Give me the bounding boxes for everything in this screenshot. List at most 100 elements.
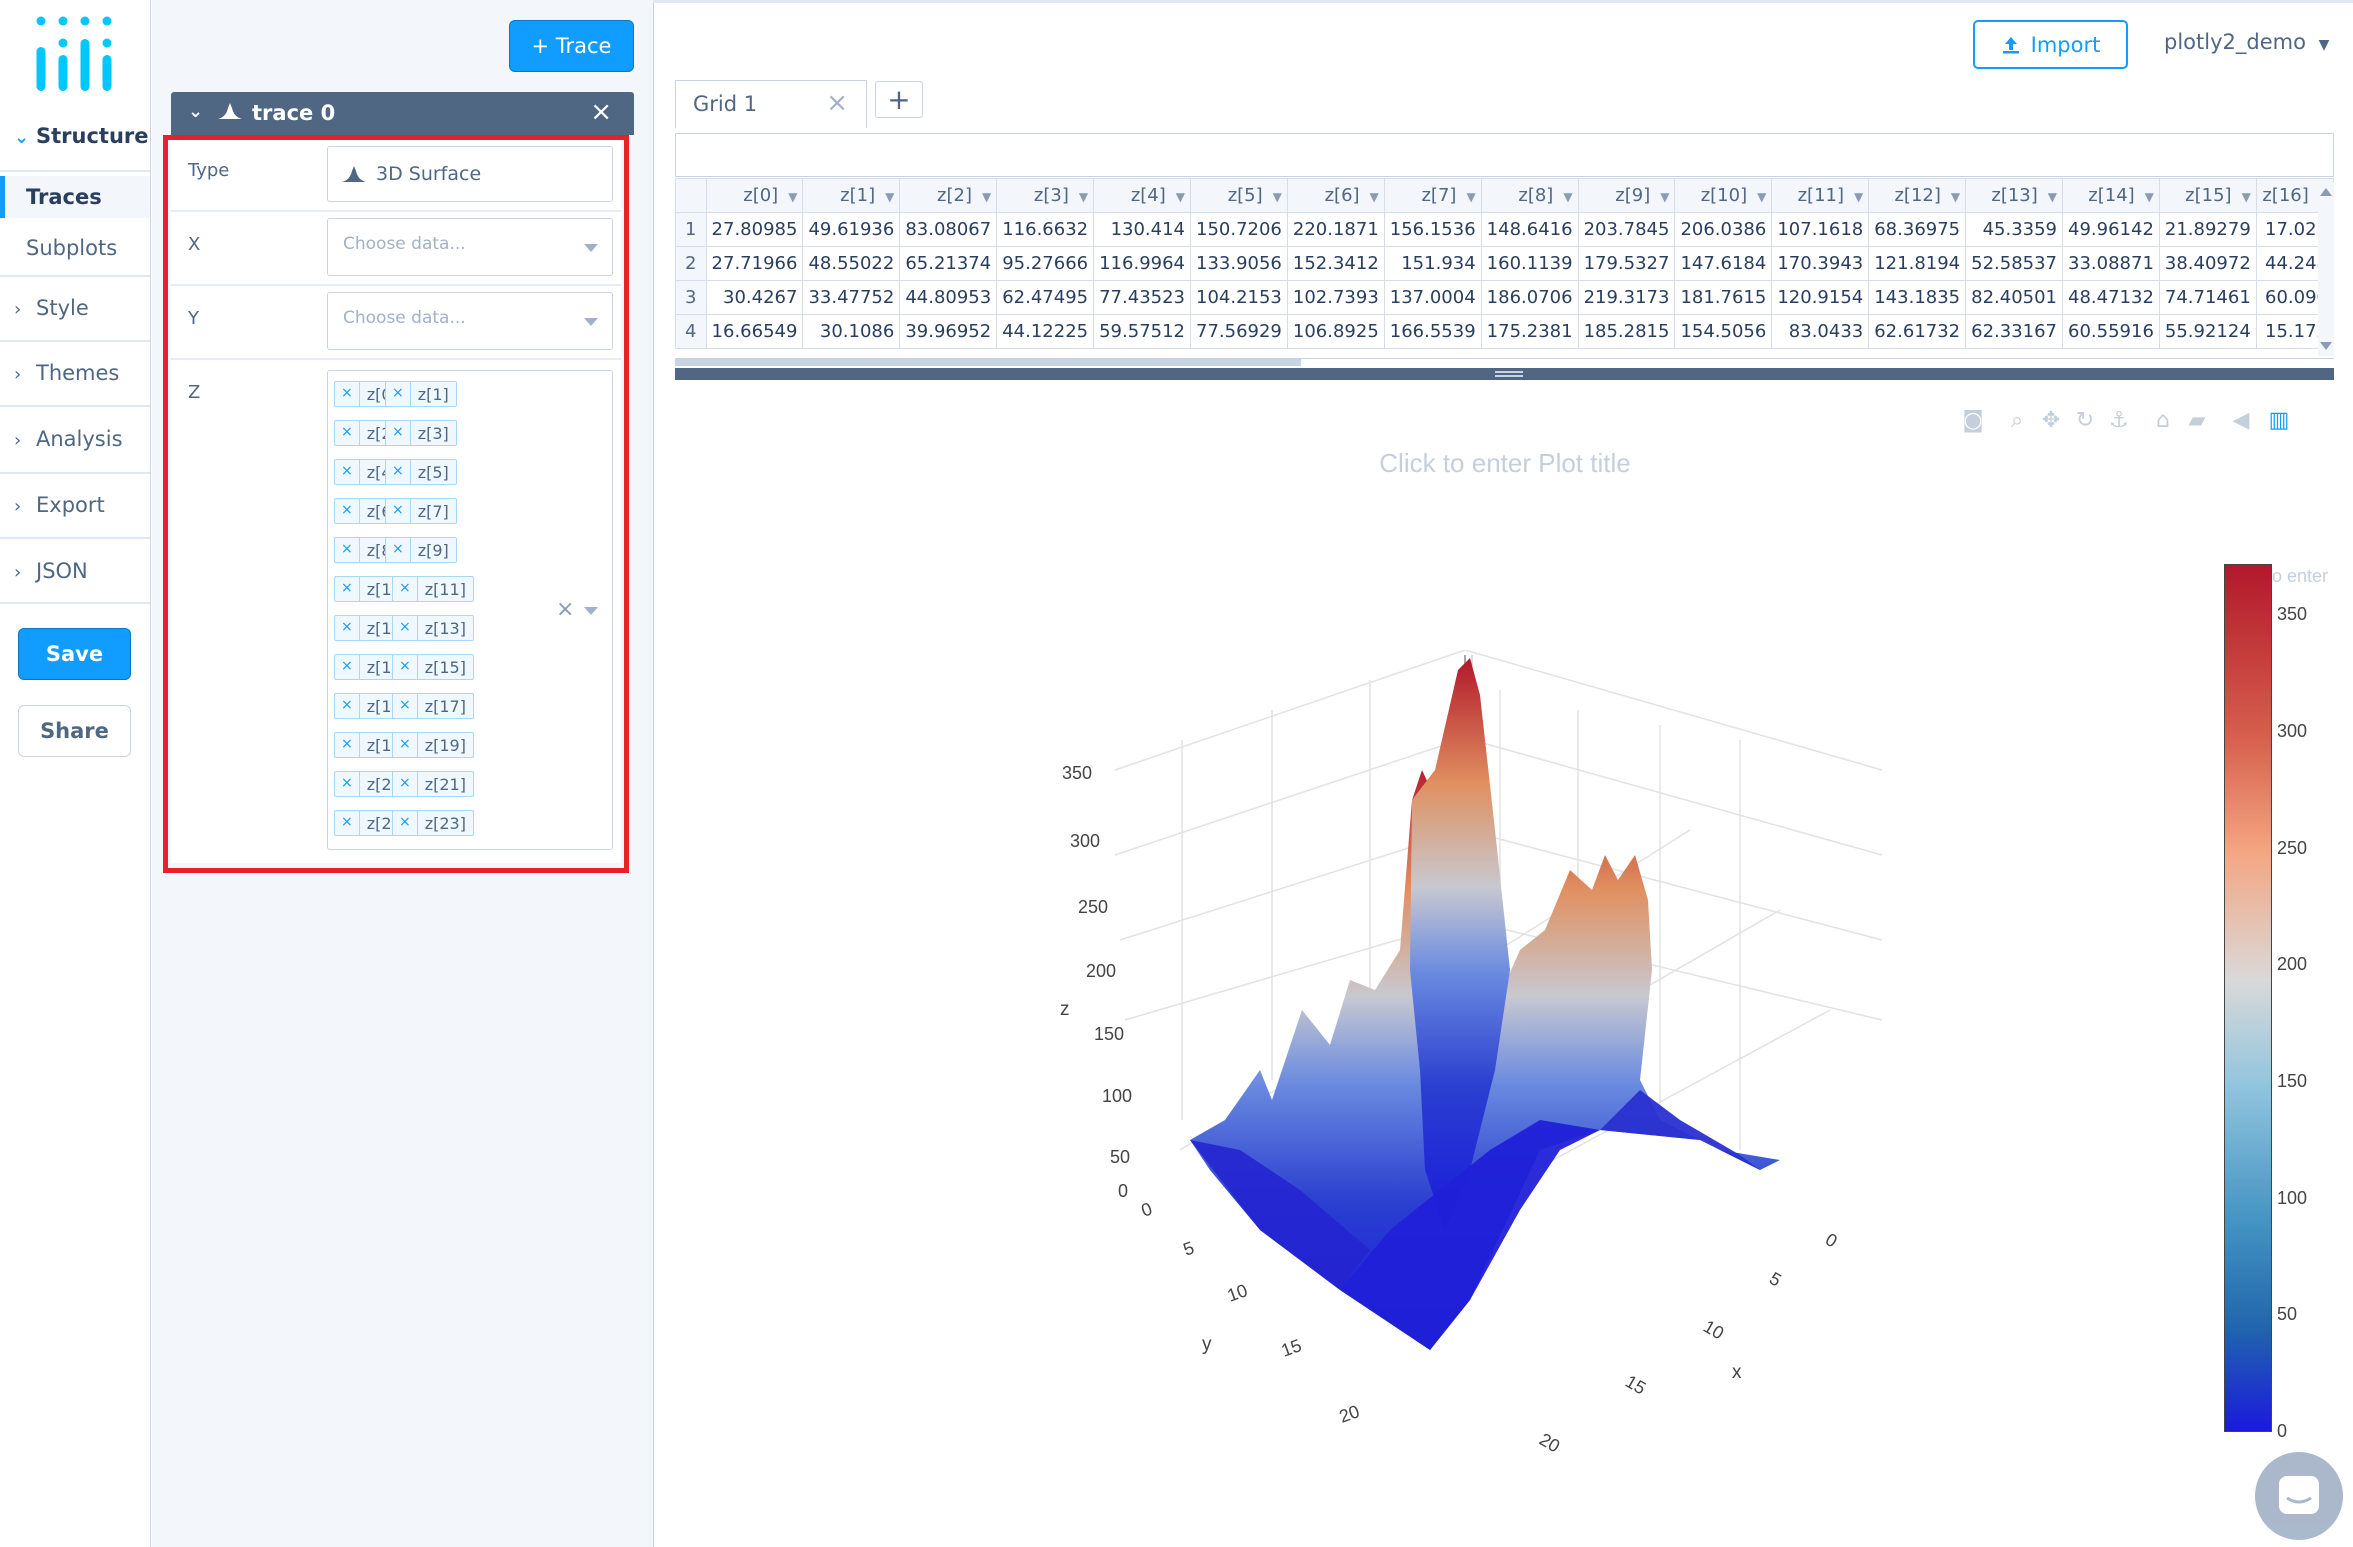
table-cell[interactable]: 68.36975 <box>1868 212 1967 247</box>
table-cell[interactable]: 154.5056 <box>1674 314 1773 349</box>
grid-horizontal-scrollbar[interactable] <box>675 358 1301 366</box>
user-menu[interactable]: plotly2_demo ▼ <box>2164 30 2329 54</box>
column-menu-icon[interactable]: ▼ <box>2241 190 2251 204</box>
column-header[interactable]: z[5] ▼ <box>1190 178 1288 213</box>
column-header[interactable]: z[10] ▼ <box>1674 178 1773 213</box>
type-dropdown[interactable]: 3D Surface <box>327 146 613 202</box>
orbit-rotation-icon[interactable]: ↻ <box>2075 408 2095 433</box>
remove-chip-icon[interactable]: × <box>393 811 418 835</box>
remove-chip-icon[interactable]: × <box>386 382 411 406</box>
table-cell[interactable]: 83.08067 <box>899 212 998 247</box>
table-cell[interactable]: 82.40501 <box>1965 280 2064 315</box>
home-icon[interactable]: ⌂ <box>2156 408 2170 433</box>
table-cell[interactable]: 60.55916 <box>2062 314 2160 349</box>
table-cell[interactable]: 219.3173 <box>1577 280 1676 315</box>
grid-plot-splitter[interactable] <box>675 368 2334 380</box>
table-cell[interactable]: 166.5539 <box>1383 314 1482 349</box>
table-cell[interactable]: 49.96142 <box>2062 212 2160 247</box>
z-column-chip[interactable]: × z[1] <box>385 381 457 407</box>
column-header[interactable]: z[15] ▼ <box>2158 178 2257 213</box>
column-menu-icon[interactable]: ▼ <box>1950 190 1961 204</box>
table-cell[interactable]: 107.1618 <box>1771 212 1870 247</box>
nav-json[interactable]: › JSON <box>14 559 88 583</box>
remove-chip-icon[interactable]: × <box>335 694 360 718</box>
remove-chip-icon[interactable]: × <box>335 421 360 445</box>
table-cell[interactable]: 77.43523 <box>1093 280 1191 315</box>
table-cell[interactable]: 104.2153 <box>1190 280 1288 315</box>
column-header[interactable]: z[7] ▼ <box>1383 178 1482 213</box>
table-cell[interactable]: 151.934 <box>1383 246 1482 281</box>
column-menu-icon[interactable]: ▼ <box>2047 190 2058 204</box>
column-header[interactable]: z[4] ▼ <box>1093 178 1191 213</box>
remove-chip-icon[interactable]: × <box>393 616 418 640</box>
zoom-icon[interactable]: ⌕ <box>2010 408 2024 433</box>
remove-chip-icon[interactable]: × <box>335 538 360 562</box>
hover-tooltip-icon[interactable]: ◀ <box>2232 408 2250 433</box>
remove-chip-icon[interactable]: × <box>335 811 360 835</box>
table-cell[interactable]: 186.0706 <box>1480 280 1579 315</box>
remove-chip-icon[interactable]: × <box>393 655 418 679</box>
table-cell[interactable]: 52.58537 <box>1965 246 2064 281</box>
close-icon[interactable]: × <box>826 88 848 118</box>
column-menu-icon[interactable]: ▼ <box>1272 190 1282 204</box>
column-menu-icon[interactable]: ▼ <box>885 190 895 204</box>
add-grid-button[interactable]: + <box>875 81 923 118</box>
table-cell[interactable]: 49.61936 <box>802 212 901 247</box>
nav-style[interactable]: › Style <box>14 296 89 320</box>
table-cell[interactable]: 33.08871 <box>2062 246 2160 281</box>
table-cell[interactable]: 116.6632 <box>996 212 1095 247</box>
remove-chip-icon[interactable]: × <box>335 577 360 601</box>
remove-chip-icon[interactable]: × <box>393 577 418 601</box>
column-menu-icon[interactable]: ▼ <box>788 190 798 204</box>
table-cell[interactable]: 106.8925 <box>1286 314 1385 349</box>
pan-icon[interactable]: ✥ <box>2041 408 2061 433</box>
nav-themes[interactable]: › Themes <box>14 361 120 385</box>
import-button[interactable]: Import <box>1973 20 2128 69</box>
table-cell[interactable]: 121.8194 <box>1868 246 1967 281</box>
nav-subplots[interactable]: Subplots <box>26 236 118 260</box>
table-cell[interactable]: 38.40972 <box>2158 246 2257 281</box>
table-cell[interactable]: 39.96952 <box>899 314 998 349</box>
remove-chip-icon[interactable]: × <box>335 772 360 796</box>
table-cell[interactable]: 181.7615 <box>1674 280 1773 315</box>
column-menu-icon[interactable]: ▼ <box>1854 190 1864 204</box>
plotly-bars-icon[interactable]: ▥ <box>2268 408 2290 433</box>
z-column-chip[interactable]: × z[13] <box>392 615 474 641</box>
z-column-chip[interactable]: × z[17] <box>392 693 474 719</box>
table-cell[interactable]: 185.2815 <box>1577 314 1676 349</box>
chevron-down-icon[interactable]: ⌄ <box>188 101 204 122</box>
tab-grid-1[interactable]: Grid 1 × <box>675 80 867 128</box>
remove-chip-icon[interactable]: × <box>386 499 411 523</box>
grid-vertical-scrollbar[interactable] <box>2318 182 2334 356</box>
turntable-rotation-icon[interactable]: ⚓ <box>2109 408 2129 433</box>
column-menu-icon[interactable]: ▼ <box>1660 190 1670 204</box>
column-header[interactable]: z[8] ▼ <box>1480 178 1579 213</box>
table-cell[interactable]: 77.56929 <box>1190 314 1288 349</box>
table-cell[interactable]: 59.57512 <box>1093 314 1191 349</box>
table-cell[interactable]: 45.3359 <box>1965 212 2064 247</box>
table-cell[interactable]: 220.1871 <box>1286 212 1385 247</box>
row-number[interactable]: 4 <box>675 314 707 349</box>
table-cell[interactable]: 33.47752 <box>802 280 901 315</box>
column-header[interactable]: z[0] ▼ <box>705 178 804 213</box>
remove-chip-icon[interactable]: × <box>335 499 360 523</box>
camera-icon[interactable]: ◙ <box>1962 408 1984 433</box>
z-data-multiselect[interactable]: × z[0] × z[1] × z[2] × z[3] × z[4] × z[5] × z[6] × z[7]… <box>327 370 613 850</box>
z-column-chip[interactable]: × z[9] <box>385 537 457 563</box>
nav-traces[interactable]: Traces <box>0 176 150 218</box>
table-cell[interactable]: 133.9056 <box>1190 246 1288 281</box>
row-number[interactable]: 3 <box>675 280 707 315</box>
scroll-up-icon[interactable] <box>2320 188 2332 196</box>
table-cell[interactable]: 179.5327 <box>1577 246 1676 281</box>
column-header[interactable]: z[6] ▼ <box>1286 178 1385 213</box>
table-cell[interactable]: 150.7206 <box>1190 212 1288 247</box>
remove-chip-icon[interactable]: × <box>386 421 411 445</box>
table-cell[interactable]: 160.1139 <box>1480 246 1579 281</box>
table-cell[interactable]: 21.89279 <box>2158 212 2257 247</box>
add-trace-button[interactable]: + Trace <box>509 20 634 72</box>
table-cell[interactable]: 170.3943 <box>1771 246 1870 281</box>
plot-title-placeholder[interactable]: Click to enter Plot title <box>1379 448 1631 478</box>
clear-icon[interactable]: × <box>556 597 575 622</box>
column-menu-icon[interactable]: ▼ <box>1757 190 1767 204</box>
remove-chip-icon[interactable]: × <box>393 772 418 796</box>
